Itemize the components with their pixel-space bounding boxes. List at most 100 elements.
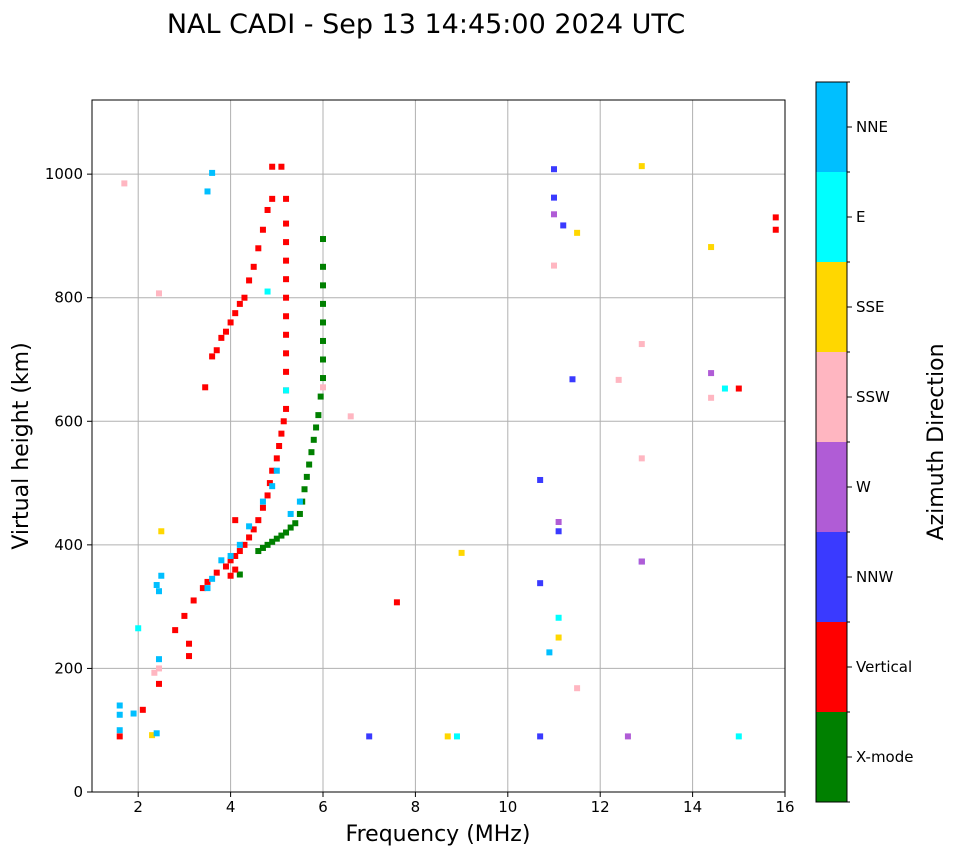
data-point xyxy=(172,627,179,634)
colorbar-tick-label: X-mode xyxy=(856,748,913,766)
data-point xyxy=(320,319,326,326)
data-point xyxy=(735,385,742,392)
data-point xyxy=(574,229,581,236)
data-point xyxy=(551,166,557,173)
data-point xyxy=(218,557,225,564)
data-point xyxy=(259,498,266,505)
series-e xyxy=(135,288,742,740)
data-point xyxy=(186,653,193,660)
data-point xyxy=(269,483,276,490)
data-point xyxy=(555,614,562,621)
data-point xyxy=(393,599,400,606)
x-tick-label: 10 xyxy=(498,798,517,816)
data-point xyxy=(317,393,324,400)
grid xyxy=(92,100,786,793)
data-point xyxy=(269,538,276,545)
data-point xyxy=(283,276,290,283)
y-tick-label: 1000 xyxy=(45,165,83,183)
x-tick-label: 14 xyxy=(683,798,702,816)
data-point xyxy=(320,263,326,270)
data-point xyxy=(186,640,193,647)
data-point xyxy=(273,455,280,462)
data-point xyxy=(283,313,290,320)
colorbar-tick-label: W xyxy=(856,478,871,496)
data-point xyxy=(555,518,562,525)
data-point xyxy=(303,473,310,480)
data-point xyxy=(560,222,567,229)
colorbar-segment xyxy=(816,712,847,802)
colorbar-tick-label: SSE xyxy=(856,298,885,316)
data-point xyxy=(296,510,303,517)
data-points xyxy=(116,163,779,740)
colorbar-segment xyxy=(816,82,847,172)
data-point xyxy=(222,563,229,570)
data-point xyxy=(209,575,216,582)
data-point xyxy=(772,214,779,221)
y-axis-ticks: 0 200 400 600 800 1000 xyxy=(45,165,92,801)
data-point xyxy=(320,236,326,243)
data-point xyxy=(280,418,287,425)
data-point xyxy=(320,337,326,344)
y-tick-label: 600 xyxy=(54,412,83,430)
data-point xyxy=(273,535,280,542)
data-point xyxy=(204,578,211,585)
data-point xyxy=(255,548,262,555)
data-point xyxy=(283,331,290,338)
y-tick-label: 400 xyxy=(54,536,83,554)
data-point xyxy=(772,226,779,233)
x-axis-ticks: 2 4 6 8 10 12 14 16 xyxy=(133,792,795,816)
data-point xyxy=(555,528,562,535)
data-point xyxy=(135,625,142,632)
data-point xyxy=(121,180,128,187)
data-point xyxy=(269,163,276,170)
colorbar-tick-label: E xyxy=(856,208,865,226)
data-point xyxy=(232,310,239,317)
data-point xyxy=(283,257,290,264)
data-point xyxy=(246,534,253,541)
data-point xyxy=(209,169,216,176)
series-sse xyxy=(149,163,715,740)
data-point xyxy=(278,532,285,539)
x-tick-label: 6 xyxy=(318,798,328,816)
data-point xyxy=(155,290,162,297)
data-point xyxy=(264,492,271,499)
data-point xyxy=(155,656,162,663)
data-point xyxy=(276,443,283,449)
data-point xyxy=(227,552,234,559)
data-point xyxy=(301,486,308,493)
data-point xyxy=(264,288,271,295)
colorbar: X-mode Vertical NNW W SSW SSE E NNE xyxy=(815,81,913,803)
data-point xyxy=(149,732,156,739)
colorbar-tick-label: NNE xyxy=(856,118,888,136)
series-w xyxy=(551,211,715,740)
data-point xyxy=(213,347,220,354)
data-point xyxy=(259,544,266,551)
x-tick-label: 16 xyxy=(775,798,794,816)
data-point xyxy=(255,517,262,524)
data-point xyxy=(236,300,243,307)
colorbar-segment xyxy=(816,352,847,442)
data-point xyxy=(615,376,622,383)
x-tick-label: 2 xyxy=(133,798,143,816)
data-point xyxy=(320,384,326,391)
data-point xyxy=(551,194,557,201)
data-point xyxy=(708,244,715,251)
data-point xyxy=(116,727,123,734)
data-point xyxy=(209,353,216,360)
data-point xyxy=(283,368,290,375)
colorbar-segment xyxy=(816,262,847,352)
data-point xyxy=(320,356,326,363)
colorbar-label: Azimuth Direction xyxy=(924,343,949,540)
data-point xyxy=(735,733,742,740)
data-point xyxy=(255,245,262,252)
data-point xyxy=(236,571,243,578)
data-point xyxy=(638,558,645,565)
data-point xyxy=(246,523,253,530)
data-point xyxy=(266,480,273,487)
data-point xyxy=(232,552,239,559)
data-point xyxy=(241,294,248,301)
data-point xyxy=(320,375,326,382)
data-point xyxy=(292,520,299,527)
y-axis-label: Virtual height (km) xyxy=(9,342,34,549)
